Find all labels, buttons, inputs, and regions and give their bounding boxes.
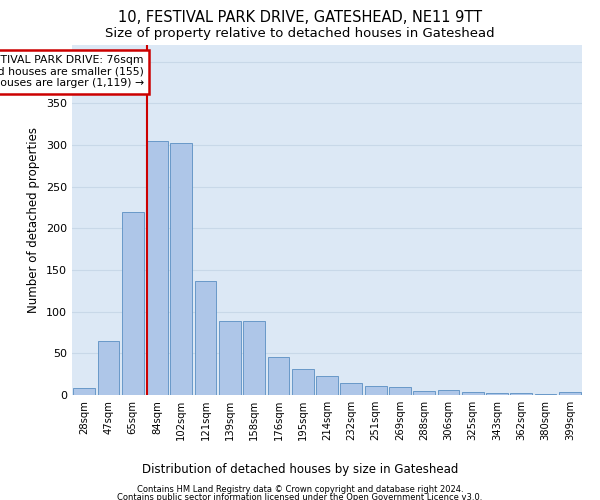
Text: 10 FESTIVAL PARK DRIVE: 76sqm
← 12% of detached houses are smaller (155)
88% of : 10 FESTIVAL PARK DRIVE: 76sqm ← 12% of d… xyxy=(0,55,144,88)
Bar xyxy=(97,341,119,395)
Bar xyxy=(122,212,143,395)
Bar xyxy=(559,392,581,395)
Y-axis label: Number of detached properties: Number of detached properties xyxy=(28,127,40,313)
Text: Contains HM Land Registry data © Crown copyright and database right 2024.: Contains HM Land Registry data © Crown c… xyxy=(137,485,463,494)
Bar xyxy=(462,392,484,395)
Bar xyxy=(219,321,241,395)
Bar xyxy=(268,356,289,395)
Text: Contains public sector information licensed under the Open Government Licence v3: Contains public sector information licen… xyxy=(118,494,482,500)
Text: Distribution of detached houses by size in Gateshead: Distribution of detached houses by size … xyxy=(142,462,458,475)
Bar xyxy=(365,386,386,395)
Bar xyxy=(413,391,435,395)
Bar xyxy=(194,281,217,395)
Bar xyxy=(535,394,556,395)
Bar xyxy=(486,392,508,395)
Bar xyxy=(389,386,411,395)
Bar xyxy=(437,390,460,395)
Text: 10, FESTIVAL PARK DRIVE, GATESHEAD, NE11 9TT: 10, FESTIVAL PARK DRIVE, GATESHEAD, NE11… xyxy=(118,10,482,25)
Bar xyxy=(292,369,314,395)
Bar xyxy=(73,388,95,395)
Bar xyxy=(243,321,265,395)
Bar xyxy=(511,394,532,395)
Bar xyxy=(170,142,192,395)
Bar xyxy=(146,141,168,395)
Bar xyxy=(316,376,338,395)
Text: Size of property relative to detached houses in Gateshead: Size of property relative to detached ho… xyxy=(105,28,495,40)
Bar xyxy=(340,382,362,395)
